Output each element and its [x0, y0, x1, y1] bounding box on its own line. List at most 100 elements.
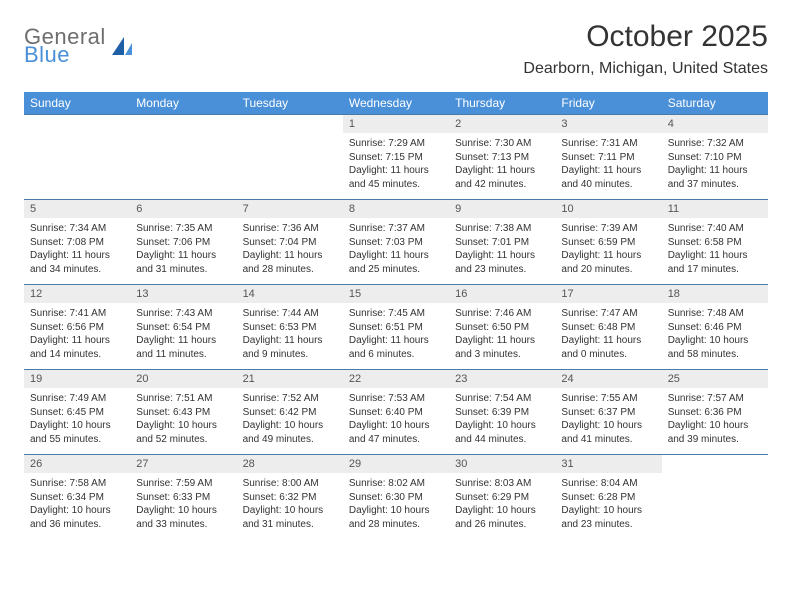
- day-cell: 22Sunrise: 7:53 AMSunset: 6:40 PMDayligh…: [343, 370, 449, 455]
- day-body: Sunrise: 7:41 AMSunset: 6:56 PMDaylight:…: [24, 303, 130, 369]
- sunset-line: Sunset: 6:56 PM: [30, 321, 124, 335]
- day-number: 22: [343, 370, 449, 388]
- sunset-line: Sunset: 6:51 PM: [349, 321, 443, 335]
- day-cell: 26Sunrise: 7:58 AMSunset: 6:34 PMDayligh…: [24, 455, 130, 540]
- day-number: 21: [237, 370, 343, 388]
- day-body: Sunrise: 8:00 AMSunset: 6:32 PMDaylight:…: [237, 473, 343, 539]
- day-body: Sunrise: 7:57 AMSunset: 6:36 PMDaylight:…: [662, 388, 768, 454]
- day-cell: 24Sunrise: 7:55 AMSunset: 6:37 PMDayligh…: [555, 370, 661, 455]
- sunrise-line: Sunrise: 7:31 AM: [561, 137, 655, 151]
- day-cell: 20Sunrise: 7:51 AMSunset: 6:43 PMDayligh…: [130, 370, 236, 455]
- day-body: Sunrise: 7:38 AMSunset: 7:01 PMDaylight:…: [449, 218, 555, 284]
- daylight-line: Daylight: 10 hours and 47 minutes.: [349, 419, 443, 446]
- daylight-line: Daylight: 10 hours and 58 minutes.: [668, 334, 762, 361]
- day-cell: 2Sunrise: 7:30 AMSunset: 7:13 PMDaylight…: [449, 115, 555, 200]
- day-body: Sunrise: 7:53 AMSunset: 6:40 PMDaylight:…: [343, 388, 449, 454]
- week-row: 5Sunrise: 7:34 AMSunset: 7:08 PMDaylight…: [24, 200, 768, 285]
- sunset-line: Sunset: 6:58 PM: [668, 236, 762, 250]
- sunrise-line: Sunrise: 7:48 AM: [668, 307, 762, 321]
- daylight-line: Daylight: 11 hours and 45 minutes.: [349, 164, 443, 191]
- day-number: 2: [449, 115, 555, 133]
- daylight-line: Daylight: 11 hours and 42 minutes.: [455, 164, 549, 191]
- day-number: 1: [343, 115, 449, 133]
- day-cell: 1Sunrise: 7:29 AMSunset: 7:15 PMDaylight…: [343, 115, 449, 200]
- daylight-line: Daylight: 10 hours and 41 minutes.: [561, 419, 655, 446]
- day-number: 20: [130, 370, 236, 388]
- sunrise-line: Sunrise: 7:35 AM: [136, 222, 230, 236]
- sunset-line: Sunset: 6:28 PM: [561, 491, 655, 505]
- day-cell: [24, 115, 130, 200]
- day-body: Sunrise: 8:04 AMSunset: 6:28 PMDaylight:…: [555, 473, 661, 539]
- day-cell: 7Sunrise: 7:36 AMSunset: 7:04 PMDaylight…: [237, 200, 343, 285]
- daylight-line: Daylight: 11 hours and 0 minutes.: [561, 334, 655, 361]
- sunrise-line: Sunrise: 8:04 AM: [561, 477, 655, 491]
- day-cell: 21Sunrise: 7:52 AMSunset: 6:42 PMDayligh…: [237, 370, 343, 455]
- day-number: 11: [662, 200, 768, 218]
- day-body: Sunrise: 7:29 AMSunset: 7:15 PMDaylight:…: [343, 133, 449, 199]
- sunset-line: Sunset: 6:50 PM: [455, 321, 549, 335]
- sunset-line: Sunset: 6:48 PM: [561, 321, 655, 335]
- day-number: 27: [130, 455, 236, 473]
- sunset-line: Sunset: 7:03 PM: [349, 236, 443, 250]
- day-body: Sunrise: 7:58 AMSunset: 6:34 PMDaylight:…: [24, 473, 130, 539]
- day-body: Sunrise: 7:36 AMSunset: 7:04 PMDaylight:…: [237, 218, 343, 284]
- day-body: Sunrise: 7:37 AMSunset: 7:03 PMDaylight:…: [343, 218, 449, 284]
- day-number: 5: [24, 200, 130, 218]
- day-cell: 4Sunrise: 7:32 AMSunset: 7:10 PMDaylight…: [662, 115, 768, 200]
- day-body: Sunrise: 7:59 AMSunset: 6:33 PMDaylight:…: [130, 473, 236, 539]
- sunrise-line: Sunrise: 7:37 AM: [349, 222, 443, 236]
- daylight-line: Daylight: 11 hours and 34 minutes.: [30, 249, 124, 276]
- daylight-line: Daylight: 11 hours and 17 minutes.: [668, 249, 762, 276]
- sunset-line: Sunset: 6:53 PM: [243, 321, 337, 335]
- day-header: Saturday: [662, 92, 768, 115]
- day-number: 10: [555, 200, 661, 218]
- day-cell: 31Sunrise: 8:04 AMSunset: 6:28 PMDayligh…: [555, 455, 661, 540]
- day-cell: 25Sunrise: 7:57 AMSunset: 6:36 PMDayligh…: [662, 370, 768, 455]
- day-header: Sunday: [24, 92, 130, 115]
- day-body: Sunrise: 7:45 AMSunset: 6:51 PMDaylight:…: [343, 303, 449, 369]
- day-body: Sunrise: 7:49 AMSunset: 6:45 PMDaylight:…: [24, 388, 130, 454]
- daylight-line: Daylight: 10 hours and 39 minutes.: [668, 419, 762, 446]
- sunrise-line: Sunrise: 7:41 AM: [30, 307, 124, 321]
- day-cell: 30Sunrise: 8:03 AMSunset: 6:29 PMDayligh…: [449, 455, 555, 540]
- sunrise-line: Sunrise: 7:57 AM: [668, 392, 762, 406]
- day-number: 3: [555, 115, 661, 133]
- day-number: 23: [449, 370, 555, 388]
- daylight-line: Daylight: 11 hours and 14 minutes.: [30, 334, 124, 361]
- logo-sail-icon: [110, 35, 134, 59]
- month-title: October 2025: [523, 20, 768, 54]
- day-number: 16: [449, 285, 555, 303]
- day-number: 19: [24, 370, 130, 388]
- day-body: Sunrise: 7:46 AMSunset: 6:50 PMDaylight:…: [449, 303, 555, 369]
- day-cell: 28Sunrise: 8:00 AMSunset: 6:32 PMDayligh…: [237, 455, 343, 540]
- day-header: Wednesday: [343, 92, 449, 115]
- day-cell: [237, 115, 343, 200]
- sunrise-line: Sunrise: 7:34 AM: [30, 222, 124, 236]
- day-number: 9: [449, 200, 555, 218]
- sunset-line: Sunset: 6:59 PM: [561, 236, 655, 250]
- day-cell: 8Sunrise: 7:37 AMSunset: 7:03 PMDaylight…: [343, 200, 449, 285]
- sunrise-line: Sunrise: 7:45 AM: [349, 307, 443, 321]
- day-cell: 23Sunrise: 7:54 AMSunset: 6:39 PMDayligh…: [449, 370, 555, 455]
- day-number: 26: [24, 455, 130, 473]
- day-body: Sunrise: 7:35 AMSunset: 7:06 PMDaylight:…: [130, 218, 236, 284]
- day-number: 13: [130, 285, 236, 303]
- sunset-line: Sunset: 7:04 PM: [243, 236, 337, 250]
- sunrise-line: Sunrise: 7:36 AM: [243, 222, 337, 236]
- title-block: October 2025 Dearborn, Michigan, United …: [523, 20, 768, 78]
- sunset-line: Sunset: 6:37 PM: [561, 406, 655, 420]
- day-cell: 5Sunrise: 7:34 AMSunset: 7:08 PMDaylight…: [24, 200, 130, 285]
- day-cell: 19Sunrise: 7:49 AMSunset: 6:45 PMDayligh…: [24, 370, 130, 455]
- day-body: Sunrise: 7:51 AMSunset: 6:43 PMDaylight:…: [130, 388, 236, 454]
- sunset-line: Sunset: 6:54 PM: [136, 321, 230, 335]
- logo: General Blue: [24, 26, 134, 66]
- daylight-line: Daylight: 10 hours and 23 minutes.: [561, 504, 655, 531]
- week-row: 26Sunrise: 7:58 AMSunset: 6:34 PMDayligh…: [24, 455, 768, 540]
- sunrise-line: Sunrise: 7:38 AM: [455, 222, 549, 236]
- sunset-line: Sunset: 6:39 PM: [455, 406, 549, 420]
- sunrise-line: Sunrise: 8:03 AM: [455, 477, 549, 491]
- day-body: Sunrise: 7:31 AMSunset: 7:11 PMDaylight:…: [555, 133, 661, 199]
- daylight-line: Daylight: 11 hours and 28 minutes.: [243, 249, 337, 276]
- sunrise-line: Sunrise: 7:43 AM: [136, 307, 230, 321]
- day-number: 17: [555, 285, 661, 303]
